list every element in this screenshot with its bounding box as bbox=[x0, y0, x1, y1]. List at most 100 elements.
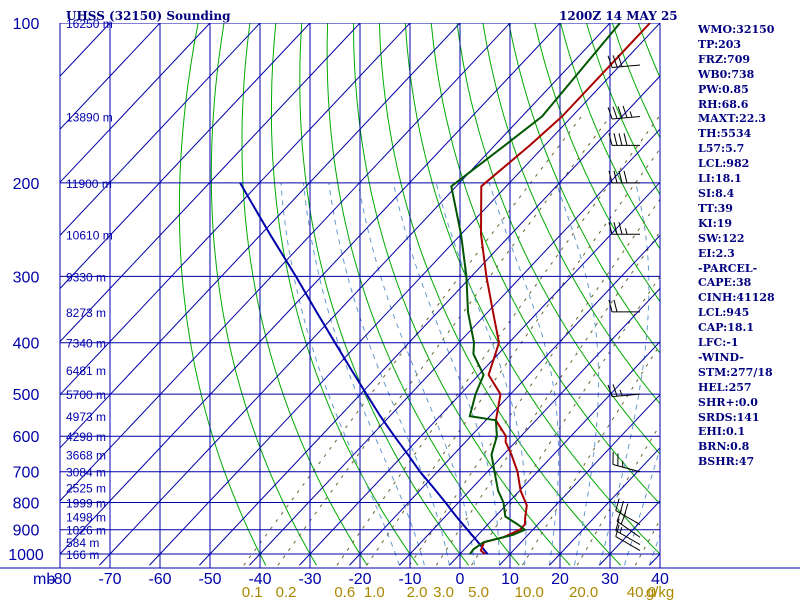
mixing-ratio-label: 1.0 bbox=[364, 584, 385, 600]
dry-adiabat bbox=[560, 23, 660, 250]
index-item: EI:2.3 bbox=[698, 246, 735, 260]
moist-adiabat bbox=[488, 182, 559, 566]
index-item: LCL:945 bbox=[698, 306, 750, 320]
wind-barb bbox=[607, 384, 641, 398]
height-label: 11900 m bbox=[66, 177, 112, 191]
mixing-ratio-label: 5.0 bbox=[468, 584, 489, 600]
isotherm bbox=[60, 23, 211, 184]
index-item: WB0:738 bbox=[698, 67, 755, 81]
mixing-ratio-line bbox=[366, 148, 660, 566]
pressure-tick-label: 700 bbox=[13, 465, 40, 482]
isotherm bbox=[60, 23, 461, 449]
height-label: 10610 m bbox=[66, 228, 113, 242]
wind-barb bbox=[608, 299, 640, 313]
isotherm bbox=[60, 23, 161, 130]
mixing-ratio-label: 40.0 bbox=[627, 584, 656, 600]
temperature-tick-label: 10 bbox=[501, 571, 519, 588]
dry-adiabat bbox=[210, 23, 317, 566]
height-label: 9330 m bbox=[66, 270, 106, 284]
pressure-tick-label: 600 bbox=[13, 429, 40, 446]
moist-adiabat bbox=[555, 182, 599, 566]
pressure-tick-label: 900 bbox=[13, 523, 40, 540]
index-item: LI:18.1 bbox=[698, 172, 742, 186]
index-item: SW:122 bbox=[698, 231, 745, 245]
temperature-tick-label: -40 bbox=[248, 571, 271, 588]
temperature-tick-label: 0 bbox=[456, 571, 465, 588]
dry-adiabat bbox=[326, 23, 520, 566]
index-item: TP:203 bbox=[698, 37, 742, 51]
wind-barb bbox=[607, 105, 641, 120]
height-label: 4973 m bbox=[66, 410, 106, 424]
index-item: -PARCEL- bbox=[698, 261, 758, 275]
temperature-tick-label: 40 bbox=[651, 571, 669, 588]
dry-adiabat bbox=[508, 23, 660, 354]
temperature-tick-label: -30 bbox=[298, 571, 321, 588]
isotherm bbox=[299, 181, 660, 566]
dry-adiabat bbox=[456, 23, 660, 455]
index-item: WMO:32150 bbox=[698, 23, 775, 36]
pressure-tick-label: 300 bbox=[13, 269, 40, 286]
index-item: CINH:41128 bbox=[698, 291, 775, 305]
isotherm bbox=[449, 340, 660, 566]
wind-barb bbox=[608, 170, 640, 184]
height-label: 6481 m bbox=[66, 364, 106, 378]
dry-adiabat bbox=[270, 23, 419, 566]
index-item: MAXT:22.3 bbox=[698, 112, 766, 126]
mixing-ratio-unit-label: g/kg bbox=[646, 584, 674, 600]
isotherm bbox=[60, 23, 511, 502]
dry-adiabat bbox=[534, 23, 660, 303]
isotherm bbox=[549, 447, 660, 566]
pressure-tick-label: 800 bbox=[13, 496, 40, 513]
temperature-tick-label: 20 bbox=[551, 571, 569, 588]
index-item: RH:68.6 bbox=[698, 97, 749, 111]
isotherm bbox=[0, 23, 10, 565]
moist-adiabat bbox=[357, 182, 475, 566]
moist-adiabat bbox=[280, 182, 400, 566]
pressure-tick-label: 100 bbox=[13, 16, 40, 33]
height-label: 584 m bbox=[66, 536, 99, 550]
dry-adiabat bbox=[178, 23, 267, 566]
index-item: TH:5534 bbox=[698, 127, 752, 141]
dewpoint-trace bbox=[450, 23, 621, 555]
wind-barb bbox=[607, 54, 641, 68]
height-label: 8273 m bbox=[66, 306, 106, 320]
mixing-ratio-label: 3.0 bbox=[433, 584, 454, 600]
isotherm bbox=[149, 23, 660, 566]
wind-barb bbox=[608, 133, 640, 146]
temperature-tick-label: -20 bbox=[348, 571, 371, 588]
height-label: 13890 m bbox=[66, 111, 113, 125]
isotherm bbox=[60, 23, 311, 290]
dry-adiabat bbox=[404, 23, 660, 555]
pressure-tick-label: 1000 bbox=[8, 547, 44, 564]
index-item: HEL:257 bbox=[698, 380, 752, 394]
index-item: CAPE:38 bbox=[698, 276, 752, 290]
index-item: CAP:18.1 bbox=[698, 321, 755, 335]
temperature-tick-label: -50 bbox=[198, 571, 221, 588]
height-label: 3084 m bbox=[66, 466, 106, 480]
wind-barb bbox=[612, 452, 641, 473]
mixing-ratio-line bbox=[435, 230, 660, 566]
pressure-tick-label: 500 bbox=[13, 387, 40, 404]
temperature-trace bbox=[479, 23, 651, 555]
height-label: 16250 m bbox=[66, 17, 113, 31]
moist-adiabat bbox=[392, 182, 500, 566]
height-label: 3668 m bbox=[66, 449, 106, 463]
isotherm bbox=[199, 75, 660, 566]
dry-adiabat bbox=[794, 23, 800, 565]
index-item: -WIND- bbox=[698, 350, 744, 364]
height-label: 1498 m bbox=[66, 511, 106, 525]
index-item: BRN:0.8 bbox=[698, 440, 750, 454]
dry-adiabat bbox=[353, 23, 571, 566]
index-item: SRDS:141 bbox=[698, 410, 760, 424]
index-item: KI:19 bbox=[698, 216, 733, 230]
pressure-unit-label: mb bbox=[33, 571, 55, 588]
sounding-indices-list: WMO:32150 TP:203 FRZ:709 WB0:738 PW:0.85 RH:6… bbox=[698, 23, 775, 470]
isotherm bbox=[60, 23, 261, 237]
index-item: SI:8.4 bbox=[698, 186, 735, 200]
chart-title-station: UHSS (32150) Sounding bbox=[66, 9, 231, 23]
chart-title-time: 1200Z 14 MAY 25 bbox=[559, 9, 678, 23]
height-label: 1026 m bbox=[66, 524, 106, 538]
height-label: 1999 m bbox=[66, 497, 106, 511]
height-label: 2525 m bbox=[66, 482, 106, 496]
isotherm bbox=[99, 23, 611, 566]
